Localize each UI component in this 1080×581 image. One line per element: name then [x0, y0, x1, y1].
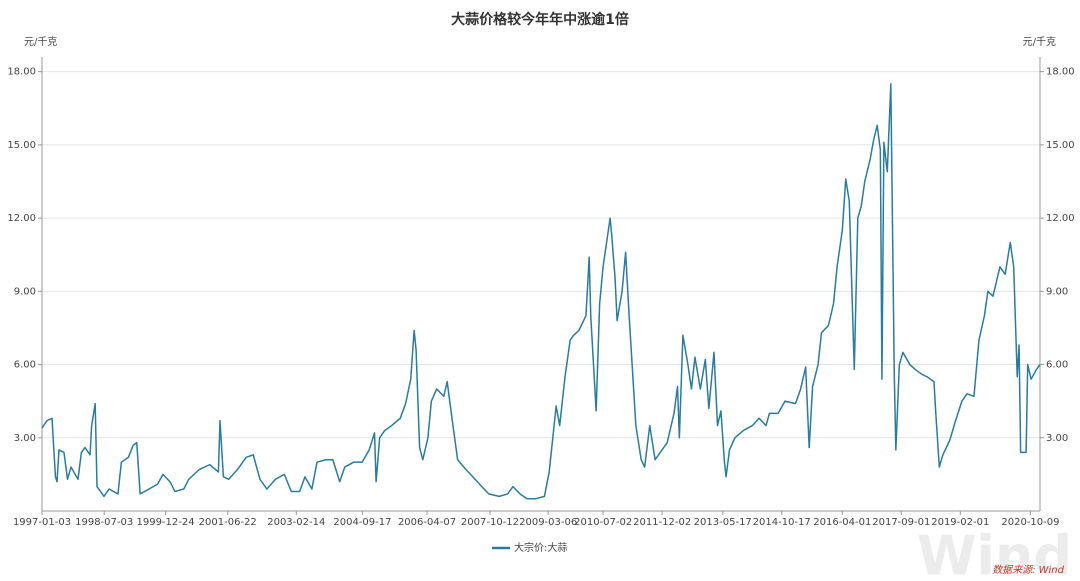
x-tick-label: 2020-10-09	[1001, 517, 1059, 528]
series-line	[41, 83, 1041, 500]
y2-tick-label: 6.00	[1046, 360, 1068, 371]
y2-tick-label: 18.00	[1046, 67, 1075, 78]
y-tick-label: 3.00	[14, 433, 36, 444]
y2-tick-label: 9.00	[1046, 286, 1068, 297]
x-tick-label: 2007-10-12	[461, 517, 519, 528]
y-tick-label: 15.00	[7, 140, 36, 151]
y2-tick-label: 15.00	[1046, 140, 1075, 151]
x-tick-label: 2011-12-02	[633, 517, 691, 528]
x-tick-label: 1997-01-03	[13, 517, 71, 528]
y-tick-label: 9.00	[14, 286, 36, 297]
y-tick-label: 6.00	[14, 360, 36, 371]
x-tick-label: 2016-04-01	[813, 517, 871, 528]
x-tick-label: 2013-05-17	[694, 517, 752, 528]
x-tick-label: 2006-04-07	[398, 517, 456, 528]
legend-label: 大宗价:大蒜	[514, 541, 567, 554]
y2-axis-unit: 元/千克	[1023, 36, 1056, 48]
x-tick-label: 2019-02-01	[931, 517, 989, 528]
y2-tick-label: 3.00	[1046, 433, 1068, 444]
y2-tick-label: 12.00	[1046, 213, 1075, 224]
watermark: Wind	[917, 525, 1072, 581]
x-tick-label: 1998-07-03	[75, 517, 133, 528]
y-tick-label: 18.00	[7, 67, 36, 78]
x-tick-label: 2009-03-06	[519, 517, 577, 528]
source-note: 数据来源: Wind	[992, 564, 1065, 576]
x-tick-label: 2001-06-22	[199, 517, 257, 528]
x-tick-label: 1999-12-24	[136, 517, 194, 528]
x-tick-label: 2004-09-17	[333, 517, 391, 528]
x-tick-label: 2003-02-14	[267, 517, 325, 528]
x-tick-label: 2014-10-17	[753, 517, 811, 528]
chart-title: 大蒜价格较今年年中涨逾1倍	[451, 11, 629, 28]
y-tick-label: 12.00	[7, 213, 36, 224]
x-tick-label: 2010-07-02	[574, 517, 632, 528]
y-axis-unit: 元/千克	[24, 36, 57, 48]
x-tick-label: 2017-09-01	[872, 517, 930, 528]
